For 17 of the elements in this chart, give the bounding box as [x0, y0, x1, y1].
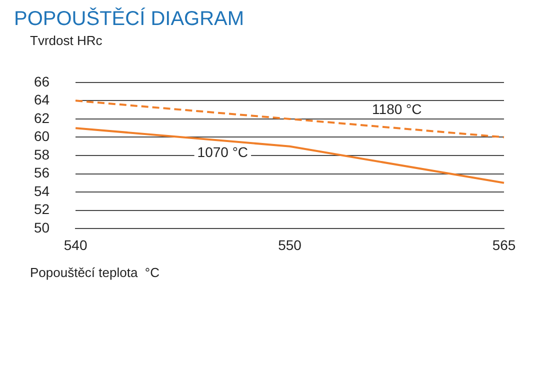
y-axis-title: Tvrdost HRc: [30, 33, 104, 48]
x-tick-label: 550: [278, 236, 302, 253]
x-axis-title: Popouštěcí teplota °C: [30, 265, 160, 280]
y-tick-label: 60: [34, 128, 50, 144]
x-tick-label: 540: [64, 236, 88, 253]
y-tick-label: 66: [34, 73, 50, 90]
y-tick-label: 52: [34, 201, 50, 218]
y-tick-label: 62: [34, 110, 50, 126]
series-label: 1180 °C: [372, 101, 422, 118]
y-tick-label: 50: [34, 219, 50, 236]
series-label: 1070 °C: [197, 144, 248, 160]
chart-title: POPOUŠTĚCÍ DIAGRAM: [14, 8, 246, 31]
y-tick-label: 54: [34, 182, 50, 199]
y-tick-label: 64: [34, 92, 50, 108]
x-tick-label: 565: [492, 236, 516, 253]
y-tick-label: 58: [34, 146, 50, 162]
y-tick-label: 56: [34, 164, 50, 181]
